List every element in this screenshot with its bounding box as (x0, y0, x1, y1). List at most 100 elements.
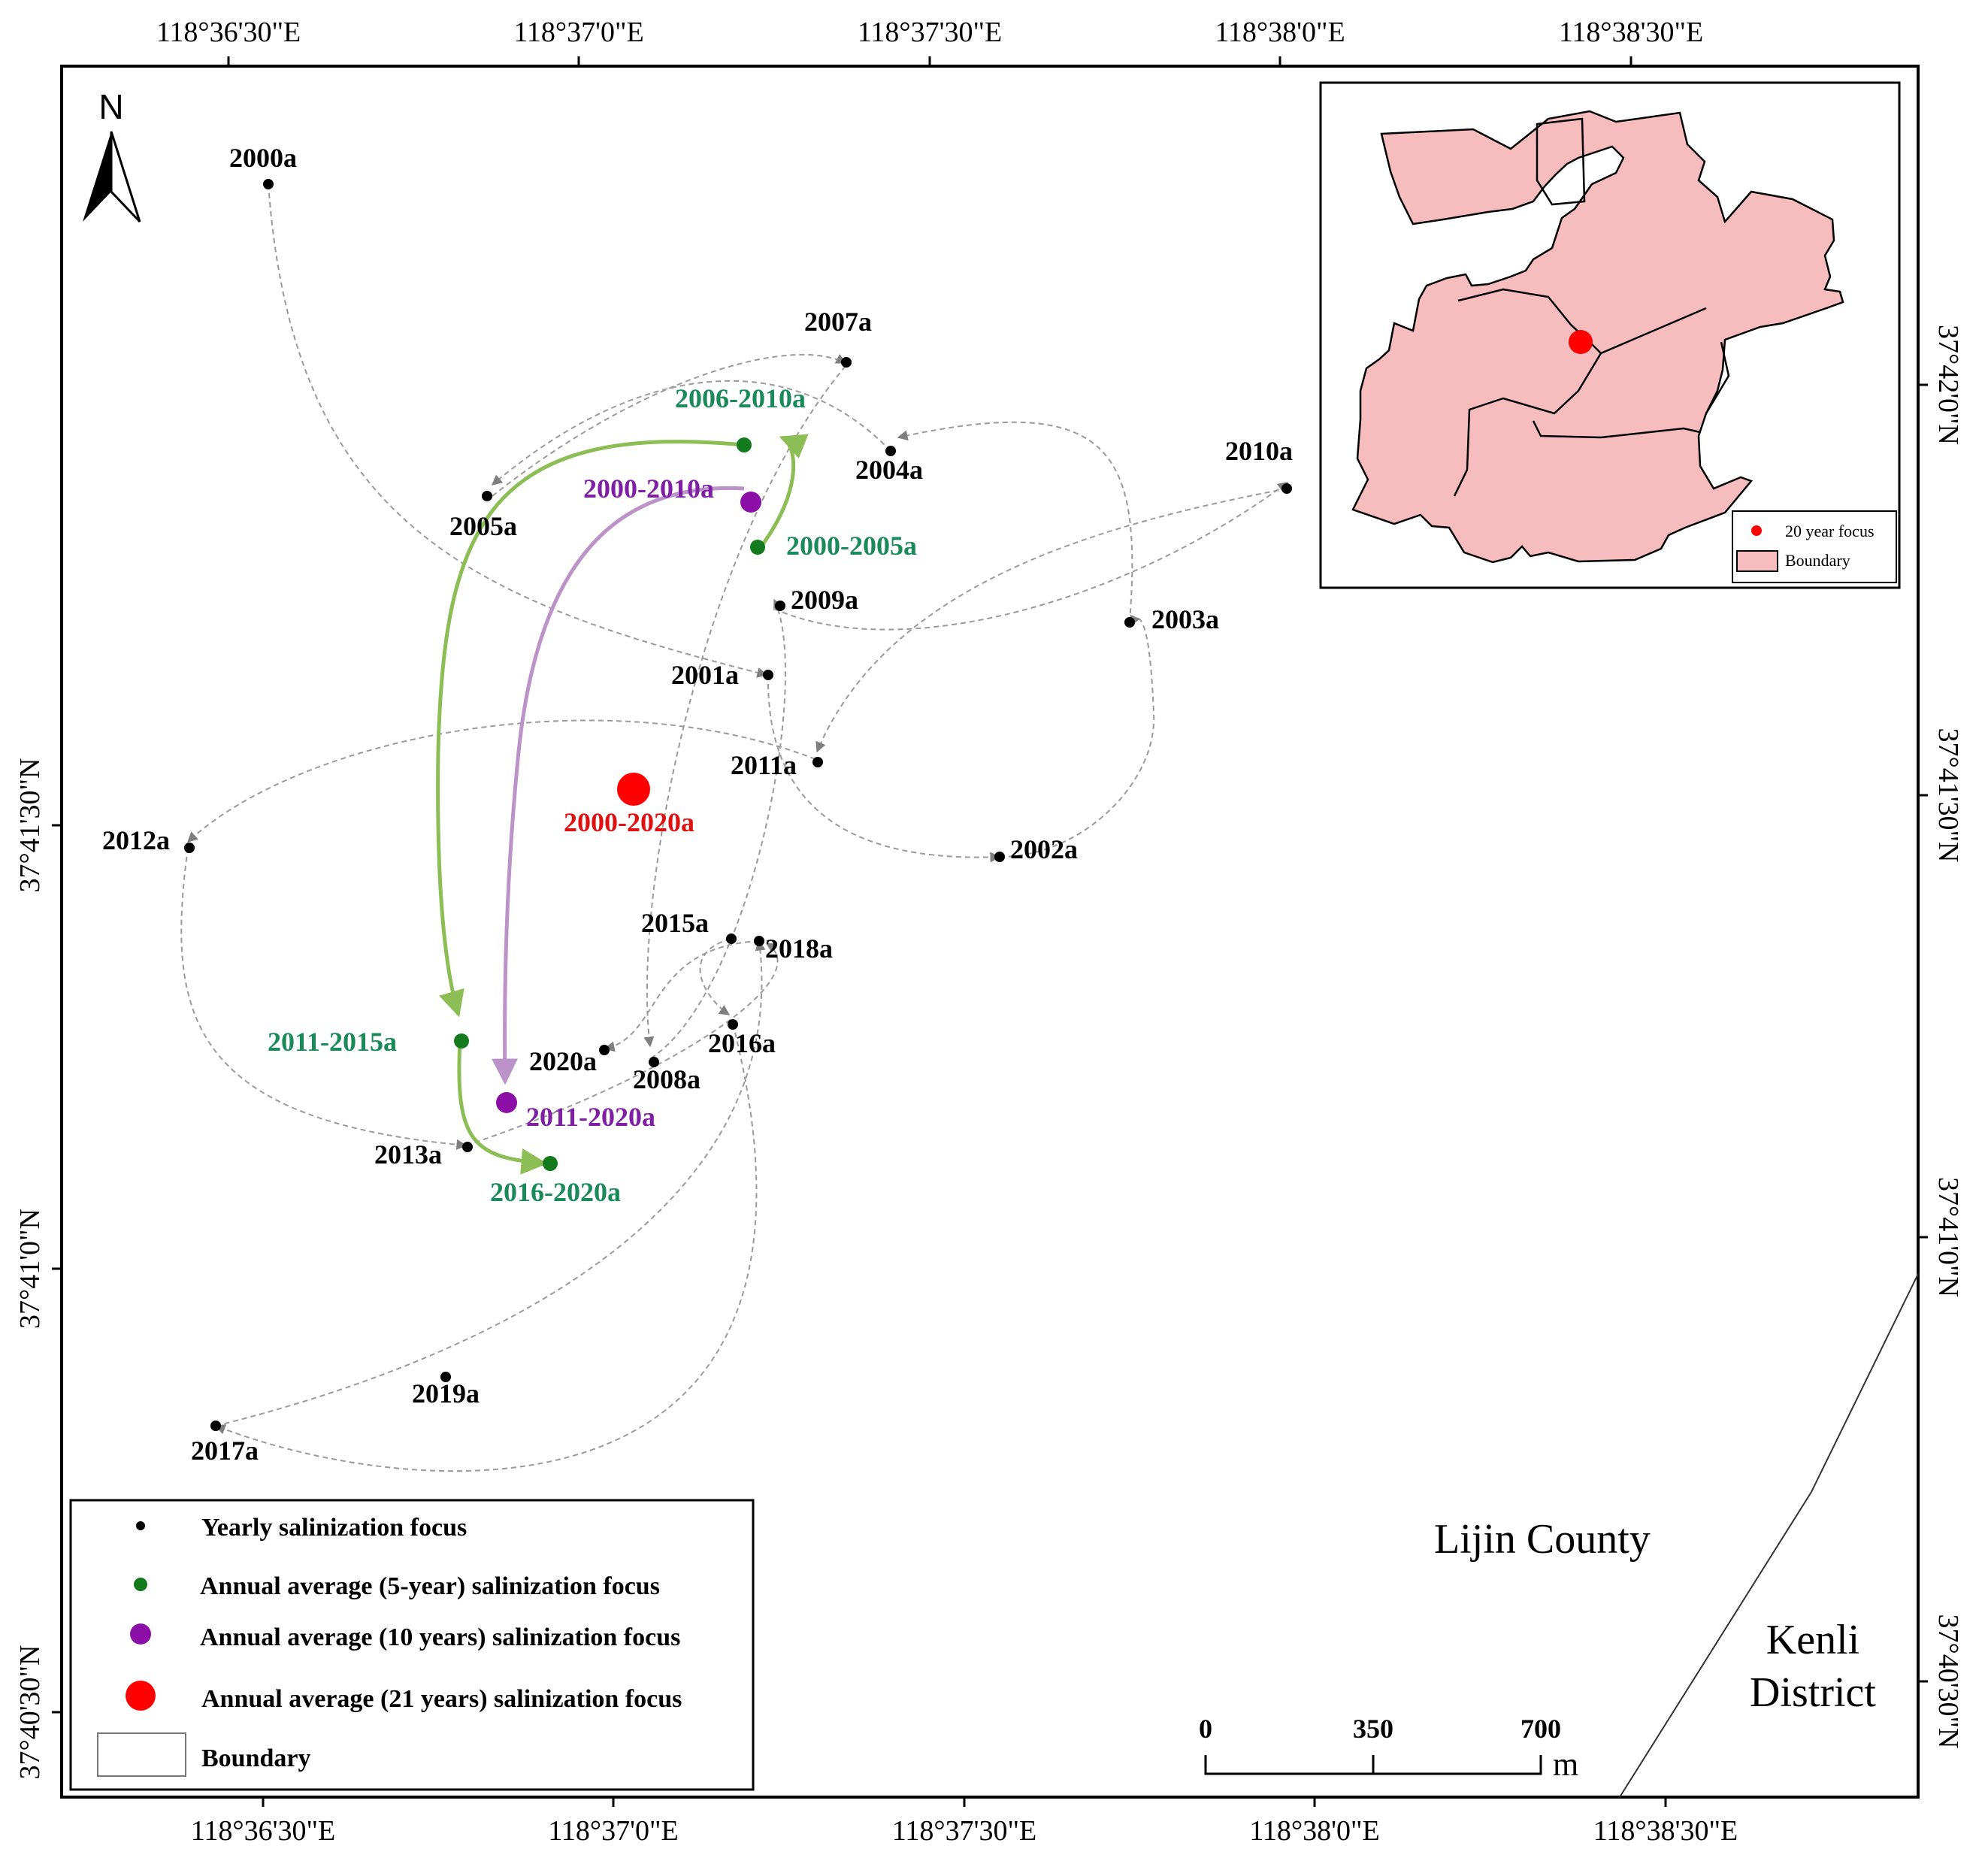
map-frame (60, 65, 1920, 1799)
yearly-label: 2002a (1010, 834, 1078, 864)
top-lon-label: 118°38'30"E (1559, 17, 1703, 48)
inset-map: 20 year focus Boundary (1319, 81, 1901, 589)
bottom-lon-label: 118°37'30"E (892, 1815, 1036, 1847)
inset-legend-boundary-label: Boundary (1785, 551, 1850, 570)
district-boundary-line (1619, 1273, 1919, 1798)
left-lat-label: 37°41'0"N (14, 1209, 46, 1329)
yearly-label: 2008a (633, 1064, 700, 1094)
twenty-one-year-label: 2000-2020a (564, 807, 694, 837)
inset-focus-point (1569, 330, 1593, 354)
yearly-label: 2020a (529, 1046, 597, 1076)
top-lon-label: 118°38'0"E (1215, 17, 1345, 48)
five-year-label: 2016-2020a (490, 1177, 621, 1207)
yearly-focus-point (754, 936, 764, 946)
legend-item-label: Annual average (10 years) salinization f… (200, 1623, 680, 1651)
yearly-label: 2015a (641, 908, 709, 938)
legend: Yearly salinization focus Annual average… (69, 1499, 755, 1791)
scale-bar: 0 350 700 m (1199, 1714, 1578, 1783)
left-lat-label: 37°40'30"N (14, 1645, 46, 1780)
scale-unit: m (1553, 1746, 1578, 1783)
legend-yearly-icon (136, 1521, 145, 1530)
yearly-focus-point (263, 179, 274, 189)
yearly-focus-point (775, 601, 785, 611)
five-year-label: 2006-2010a (675, 383, 806, 413)
inset-legend-focus-label: 20 year focus (1785, 522, 1875, 540)
legend-item-label: Boundary (201, 1744, 311, 1772)
ten-year-trajectory (492, 486, 745, 1085)
twenty-one-year-focus-point (617, 773, 650, 806)
legend-boundary-icon (97, 1732, 186, 1777)
yearly-label: 2019a (412, 1378, 480, 1409)
yearly-focus-point (184, 843, 195, 853)
legend-item-label: Annual average (5-year) salinization foc… (200, 1572, 660, 1600)
yearly-focus-point (994, 852, 1005, 862)
inset-inner-boundary (1705, 341, 1730, 414)
ten-year-focus-point (740, 492, 761, 513)
yearly-label: 2018a (765, 934, 833, 964)
inset-legend-boundary-icon (1736, 550, 1778, 572)
north-arrow-icon (83, 132, 111, 222)
legend-five-year-icon (134, 1578, 147, 1591)
inset-legend-box (1732, 510, 1897, 583)
inset-inner-boundary (1536, 117, 1586, 206)
yearly-label: 2016a (708, 1028, 776, 1058)
yearly-focus-point (482, 491, 492, 501)
ten-year-labels: 2000-2010a 2011-2020a (526, 474, 714, 1132)
bottom-lon-label: 118°38'30"E (1593, 1815, 1738, 1847)
legend-twenty-one-year-icon (126, 1681, 156, 1711)
yearly-focus-point (462, 1142, 473, 1152)
left-lat-label: 37°41'30"N (14, 758, 46, 893)
inset-legend-focus-icon (1751, 525, 1762, 536)
five-year-focus-point (737, 437, 752, 452)
yearly-focus-point (812, 757, 823, 767)
yearly-focus-point (726, 934, 737, 944)
five-year-label: 2000-2005a (786, 531, 917, 561)
bottom-lon-label: 118°36'30"E (191, 1815, 335, 1847)
yearly-focus-point (763, 670, 773, 680)
yearly-label: 2013a (374, 1139, 442, 1170)
north-arrow-label: N (98, 87, 123, 126)
legend-item-label: Yearly salinization focus (201, 1514, 467, 1542)
five-year-label: 2011-2015a (268, 1027, 397, 1057)
five-year-points (454, 437, 765, 1171)
graticule-labels: 118°36'30"E 118°37'0"E 118°37'30"E 118°3… (14, 17, 1964, 1847)
inset-legend: 20 year focus Boundary (1732, 510, 1897, 583)
legend-item-label: Annual average (21 years) salinization f… (201, 1685, 682, 1713)
five-year-focus-point (543, 1156, 558, 1171)
right-lat-label: 37°41'30"N (1932, 728, 1964, 863)
yearly-focus-point (1281, 483, 1292, 494)
inset-inner-boundary (1453, 353, 1602, 497)
yearly-label: 2005a (449, 511, 517, 541)
yearly-label: 2003a (1151, 604, 1219, 634)
yearly-trajectory (180, 183, 1289, 1472)
legend-ten-year-icon (130, 1623, 151, 1645)
yearly-points (184, 179, 1292, 1431)
top-lon-label: 118°37'0"E (513, 17, 643, 48)
right-lat-label: 37°41'0"N (1932, 1177, 1964, 1297)
yearly-label: 2012a (102, 825, 170, 855)
bottom-lon-label: 118°38'0"E (1249, 1815, 1379, 1847)
right-lat-label: 37°40'30"N (1932, 1614, 1964, 1749)
right-lat-label: 37°42'0"N (1932, 325, 1964, 445)
bottom-lon-label: 118°37'0"E (548, 1815, 678, 1847)
yearly-focus-point (885, 446, 896, 456)
ten-year-points (496, 492, 761, 1113)
county-label: Lijin County (1434, 1516, 1651, 1563)
five-year-focus-point (750, 540, 765, 555)
yearly-focus-point (841, 357, 852, 368)
north-arrow-icon (110, 131, 141, 223)
five-year-focus-point (454, 1033, 469, 1048)
inset-inner-boundary (1532, 420, 1701, 439)
ten-year-label: 2000-2010a (583, 474, 714, 504)
five-year-labels: 2000-2005a 2006-2010a 2011-2015a 2016-20… (268, 383, 917, 1207)
top-lon-label: 118°37'30"E (858, 17, 1002, 48)
yearly-focus-point (440, 1372, 451, 1382)
yearly-focus-point (728, 1019, 738, 1030)
inset-boundary-polygon (1351, 110, 1844, 564)
north-arrow: N (83, 87, 141, 223)
yearly-focus-point (210, 1421, 221, 1431)
yearly-label: 2004a (855, 455, 923, 485)
yearly-focus-point (1124, 617, 1135, 628)
yearly-focus-point (599, 1045, 610, 1055)
